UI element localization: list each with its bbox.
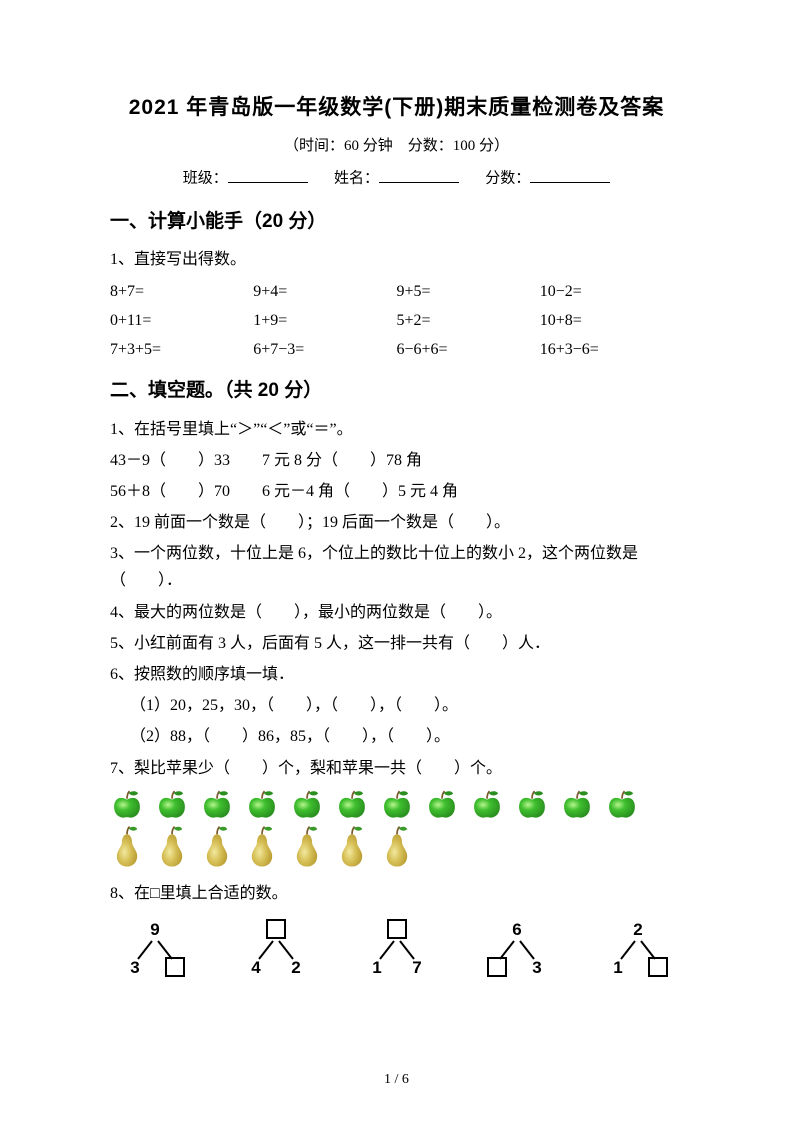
name-label: 姓名：: [334, 171, 379, 187]
class-label: 班级：: [183, 171, 228, 187]
calc-cell: 1+9=: [253, 307, 396, 334]
svg-text:3: 3: [533, 958, 542, 977]
s2-q1a: 1、在括号里填上“＞”“＜”或“＝”。: [110, 416, 683, 443]
number-bonds-row: 9 3 4 2 1 7 6 3: [120, 919, 673, 988]
s2-q3: 3、一个两位数，十位上是 6，个位上的数比十位上的数小 2，这个两位数是（ ）．: [110, 540, 683, 594]
calc-cell: 7+3+5=: [110, 336, 253, 363]
apple-icon: [605, 786, 639, 820]
apple-icon: [245, 786, 279, 820]
exam-subtitle: （时间：60 分钟 分数：100 分）: [110, 134, 683, 160]
apple-icon: [290, 786, 324, 820]
score-blank[interactable]: [530, 165, 610, 183]
apple-icon: [470, 786, 504, 820]
calc-cell: 16+3−6=: [540, 336, 683, 363]
s2-q1c: 56＋8（ ）70 6 元－4 角（ ）5 元 4 角: [110, 478, 683, 505]
svg-text:9: 9: [150, 920, 159, 939]
number-bond: 4 2: [241, 919, 311, 988]
s2-q6a: （1）20，25，30，（ ），（ ），（ ）。: [110, 692, 683, 719]
pear-icon: [245, 824, 279, 870]
pear-row: [110, 824, 683, 870]
pear-icon: [290, 824, 324, 870]
calc-cell: 5+2=: [397, 307, 540, 334]
page-footer: 1 / 6: [0, 1068, 793, 1092]
apple-icon: [515, 786, 549, 820]
apple-icon: [380, 786, 414, 820]
pear-icon: [155, 824, 189, 870]
apple-icon: [155, 786, 189, 820]
calc-row-2: 0+11= 1+9= 5+2= 10+8=: [110, 307, 683, 334]
number-bond: 6 3: [482, 919, 552, 988]
s2-q1b: 43－9（ ）33 7 元 8 分（ ）78 角: [110, 447, 683, 474]
s2-q6b: （2）88，（ ）86，85，（ ），（ ）。: [110, 723, 683, 750]
apple-icon: [200, 786, 234, 820]
student-info-line: 班级： 姓名： 分数：: [110, 165, 683, 192]
name-blank[interactable]: [379, 165, 459, 183]
s2-q6: 6、按照数的顺序填一填．: [110, 661, 683, 688]
svg-text:1: 1: [613, 958, 622, 977]
s2-q5: 5、小红前面有 3 人，后面有 5 人，这一排一共有（ ）人．: [110, 630, 683, 657]
apple-icon: [560, 786, 594, 820]
svg-text:2: 2: [633, 920, 642, 939]
calc-row-3: 7+3+5= 6+7−3= 6−6+6= 16+3−6=: [110, 336, 683, 363]
number-bond: 2 1: [603, 919, 673, 988]
s2-q8: 8、在□里填上合适的数。: [110, 880, 683, 907]
s2-q4: 4、最大的两位数是（ ），最小的两位数是（ ）。: [110, 599, 683, 626]
calc-row-1: 8+7= 9+4= 9+5= 10−2=: [110, 278, 683, 305]
apple-icon: [110, 786, 144, 820]
section-1-heading: 一、计算小能手（20 分）: [110, 206, 683, 238]
svg-text:7: 7: [412, 958, 421, 977]
pear-icon: [380, 824, 414, 870]
calc-cell: 9+4=: [253, 278, 396, 305]
score-label: 分数：100 分）: [408, 138, 509, 154]
section-2-heading: 二、填空题。（共 20 分）: [110, 375, 683, 407]
svg-text:4: 4: [251, 958, 261, 977]
s1-q1-label: 1、直接写出得数。: [110, 246, 683, 273]
calc-cell: 9+5=: [397, 278, 540, 305]
svg-text:3: 3: [130, 958, 139, 977]
calc-cell: 0+11=: [110, 307, 253, 334]
number-bond: 1 7: [362, 919, 432, 988]
pear-icon: [335, 824, 369, 870]
calc-cell: 10+8=: [540, 307, 683, 334]
pear-icon: [110, 824, 144, 870]
score-label-2: 分数：: [485, 171, 530, 187]
s2-q2: 2、19 前面一个数是（ ）；19 后面一个数是（ ）。: [110, 509, 683, 536]
calc-cell: 10−2=: [540, 278, 683, 305]
class-blank[interactable]: [228, 165, 308, 183]
calc-cell: 6+7−3=: [253, 336, 396, 363]
apple-row: [110, 786, 683, 820]
number-bond: 9 3: [120, 919, 190, 988]
calc-cell: 8+7=: [110, 278, 253, 305]
calc-cell: 6−6+6=: [397, 336, 540, 363]
apple-icon: [425, 786, 459, 820]
s2-q7: 7、梨比苹果少（ ）个，梨和苹果一共（ ）个。: [110, 755, 683, 782]
pear-icon: [200, 824, 234, 870]
svg-text:1: 1: [372, 958, 381, 977]
page-title: 2021 年青岛版一年级数学(下册)期末质量检测卷及答案: [110, 90, 683, 126]
svg-text:6: 6: [513, 920, 522, 939]
time-label: （时间：60 分钟: [284, 138, 393, 154]
svg-text:2: 2: [291, 958, 300, 977]
apple-icon: [335, 786, 369, 820]
